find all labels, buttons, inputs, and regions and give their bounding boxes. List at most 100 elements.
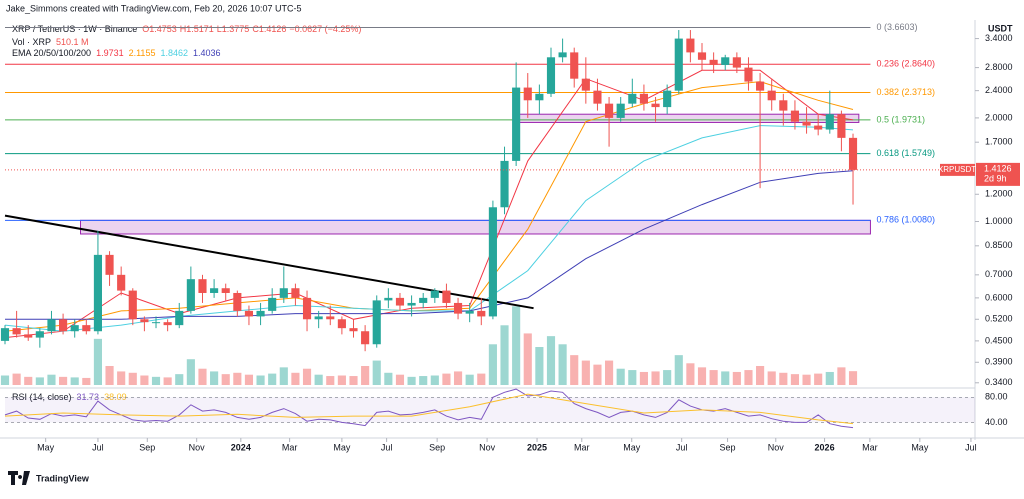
volume-bar — [628, 370, 637, 385]
x-tick-label: 2024 — [231, 442, 251, 452]
x-tick-label: Jul — [676, 442, 688, 452]
x-tick-label: Nov — [768, 442, 785, 452]
y-tick-label: 0.3400 — [985, 377, 1013, 387]
y-tick-label: 2.8000 — [985, 62, 1013, 72]
volume-bar — [453, 371, 463, 385]
candle-body — [175, 310, 184, 326]
volume-bar — [767, 371, 776, 385]
candle-body — [314, 316, 323, 320]
candle-body — [837, 114, 846, 138]
volume-bar — [128, 372, 137, 385]
candle-body — [570, 52, 579, 79]
fib-label: 0 (3.6603) — [876, 22, 917, 32]
volume-bar — [198, 368, 207, 385]
volume-bar — [512, 306, 521, 385]
symbol-legend: XRP / TetherUS · 1W · Binance O1.4753 H1.5… — [12, 24, 361, 34]
rsi-value: 31.73 — [77, 392, 100, 402]
volume-bar — [163, 377, 172, 385]
candle-body — [674, 38, 683, 91]
fib-label: 0.618 (1.5749) — [876, 148, 935, 158]
y-tick-label: 0.7000 — [985, 269, 1013, 279]
volume-bar — [384, 372, 393, 385]
volume-bar — [442, 373, 451, 385]
volume-bar — [651, 371, 660, 385]
volume-bar — [12, 373, 21, 385]
logo-text: TradingView — [36, 473, 90, 483]
volume-bar — [268, 373, 277, 385]
y-tick-label: 1.7000 — [985, 137, 1013, 147]
fib-label: 0.5 (1.9731) — [876, 114, 925, 124]
y-tick-label: 0.5200 — [985, 314, 1013, 324]
volume-bar — [407, 376, 416, 385]
volume-last: 510.1 M — [56, 37, 89, 47]
x-tick-label: May — [37, 442, 55, 452]
candle-body — [651, 103, 660, 108]
volume-bar — [314, 374, 323, 385]
volume-bar — [488, 344, 497, 385]
zone — [80, 219, 871, 235]
candle-body — [186, 279, 195, 311]
y-tick-label: 0.6000 — [985, 292, 1013, 302]
volume-bar — [59, 376, 68, 385]
y-tick-label: 1.0000 — [985, 216, 1013, 226]
candle-body — [663, 90, 672, 108]
candle-body — [477, 310, 486, 317]
ohlc: −0.0627 (−4.25%) — [289, 24, 361, 34]
candle-body — [756, 81, 765, 91]
volume-bar — [233, 372, 242, 385]
candle-body — [221, 288, 230, 293]
price-tag-symbol-bg — [940, 163, 975, 176]
candle-body — [0, 328, 10, 341]
candle-body — [35, 331, 44, 338]
volume-bar — [790, 374, 800, 385]
volume-legend: Vol · XRP 510.1 M — [12, 37, 89, 47]
x-tick-label: Mar — [282, 442, 298, 452]
volume-bar — [721, 371, 730, 385]
x-tick-label: Nov — [189, 442, 206, 452]
candle-body — [117, 274, 126, 291]
price-tag-countdown: 2d 9h — [984, 173, 1007, 183]
logo-icon — [8, 471, 30, 485]
fib-label: 0.786 (1.0080) — [876, 215, 935, 225]
rsi-tick-label: 80.00 — [985, 392, 1008, 402]
candle-body — [488, 207, 497, 317]
x-tick-label: Sep — [720, 442, 736, 452]
rsi-band — [5, 397, 975, 423]
rsi-ma-line — [4, 393, 854, 425]
volume-bar — [82, 377, 91, 385]
volume-bar — [372, 360, 381, 385]
candle-body — [616, 103, 625, 118]
volume-bar — [151, 376, 161, 385]
candle-body — [59, 319, 68, 332]
y-tick-label: 2.0000 — [985, 112, 1013, 122]
candle-body — [825, 114, 834, 130]
zone — [515, 113, 860, 123]
x-tick-label: Sep — [429, 442, 445, 452]
volume-bar — [140, 375, 149, 385]
volume-bar — [535, 347, 544, 385]
x-tick-label: Mar — [862, 442, 878, 452]
volume-bar — [848, 371, 858, 385]
candle-body — [732, 57, 741, 68]
y-tick-label: 1.2000 — [985, 189, 1013, 199]
candle-body — [721, 57, 730, 65]
volume-bar — [697, 367, 707, 385]
candle-body — [430, 290, 439, 298]
ohlc: H1.5171 — [180, 24, 214, 34]
ema-value: 1.4036 — [193, 48, 221, 58]
candle-body — [779, 100, 788, 111]
candle-body — [814, 125, 823, 130]
x-tick-label: May — [623, 442, 641, 452]
candle-body — [500, 160, 509, 208]
credit: Jake_Simmons created with TradingView.co… — [6, 3, 301, 13]
volume-bar — [47, 374, 56, 385]
candle-body — [558, 52, 567, 58]
candle-body — [268, 297, 277, 311]
volume-bar — [605, 360, 614, 385]
volume-bar — [570, 355, 579, 385]
candle-body — [279, 288, 288, 298]
candle-body — [523, 87, 532, 101]
volume-bar — [221, 374, 230, 385]
x-tick-label: May — [333, 442, 351, 452]
volume-bar — [732, 371, 741, 385]
